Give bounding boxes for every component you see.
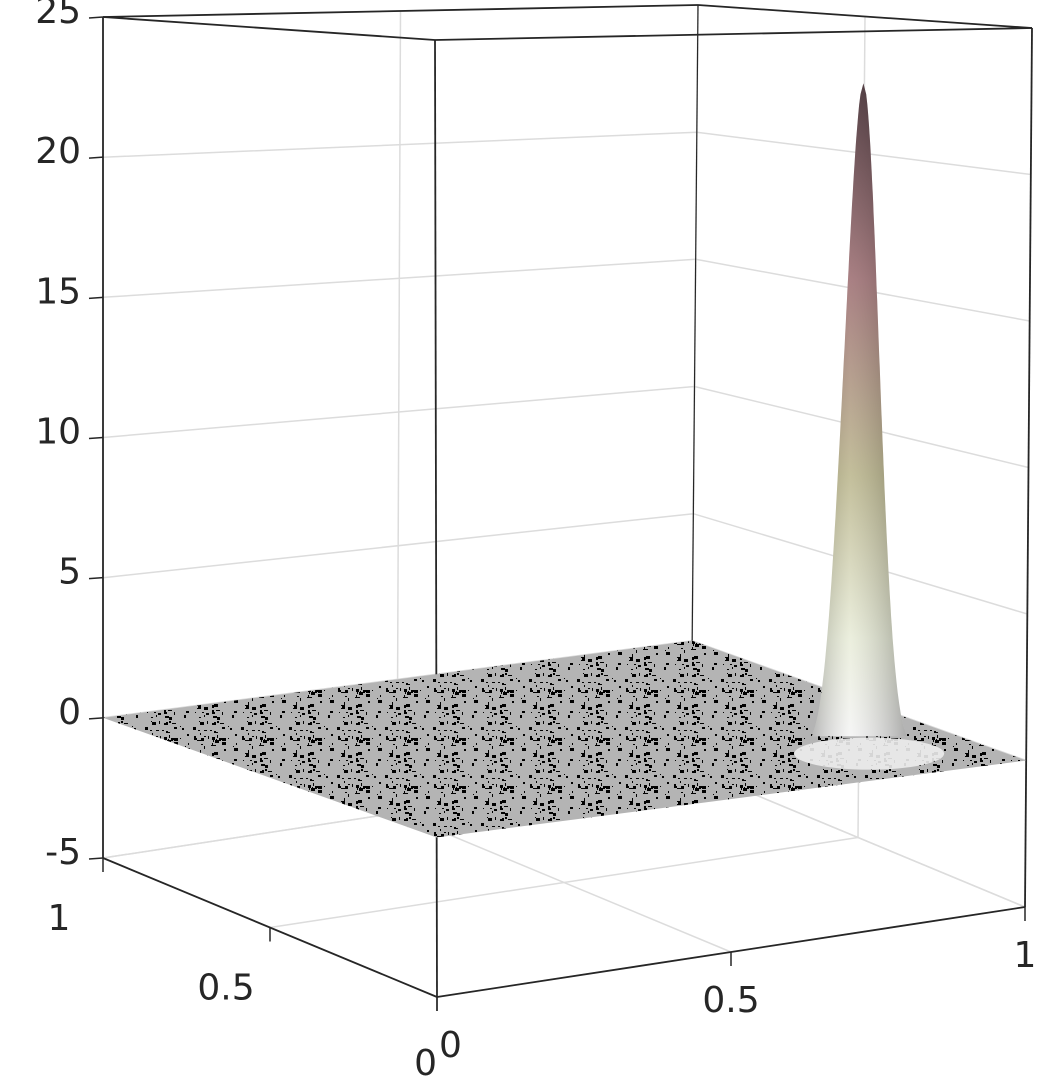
axis-line [102,16,436,41]
grid-line [102,258,1030,322]
z-tick [88,16,104,19]
surface [103,83,1027,838]
z-tick [88,576,104,580]
x-tick-label: 0.5 [702,980,759,1021]
y-tick-label: 0 [414,1043,437,1082]
z-tick-label: 20 [35,131,81,172]
axis-line [697,4,1033,29]
z-tick [88,857,104,860]
x-tick-label: 1 [1014,935,1037,976]
peak-base [794,737,945,770]
grid-line [436,27,1033,998]
x-tick-label: 0 [439,1025,462,1066]
z-tick-label: 0 [58,692,81,733]
axis-line [691,4,699,641]
axis-line [102,4,699,18]
grid [102,4,1033,998]
peak-shade [811,83,907,737]
grid-line [102,131,1031,176]
axis-line [434,39,438,998]
axis-line [434,27,1033,41]
z-tick [88,436,104,440]
surface-plane [103,640,1027,838]
y-tick-label: 1 [48,898,71,939]
z-tick-label: 10 [35,412,81,453]
z-tick [88,296,104,300]
z-tick-label: 15 [35,271,81,312]
z-tick [88,717,104,720]
axis-line [102,857,438,998]
z-tick-label: 5 [58,552,81,593]
axes-box [88,4,1033,1011]
z-tick-label: 25 [35,0,81,32]
grid-line [102,385,1029,469]
y-tick-label: 0.5 [197,968,254,1009]
z-tick [88,156,104,159]
axis-line [436,906,1026,998]
z-tick-label: -5 [45,832,81,873]
